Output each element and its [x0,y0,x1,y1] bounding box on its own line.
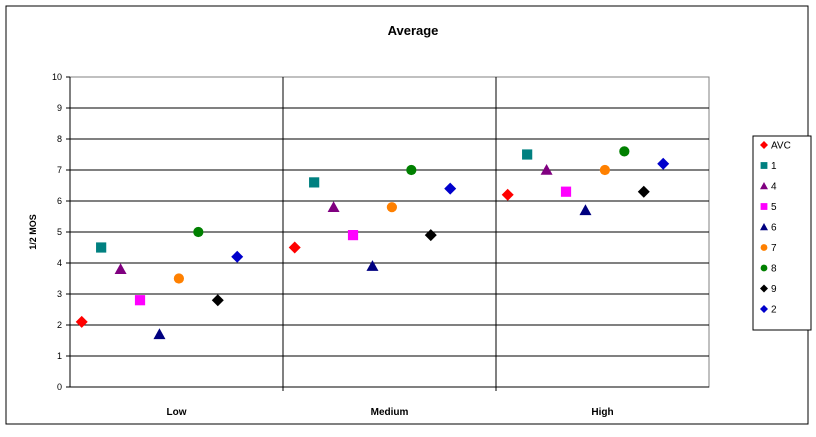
legend-marker [760,305,768,313]
legend-marker [760,223,768,231]
data-point [75,315,88,328]
y-tick-label: 8 [57,134,62,144]
data-point [366,260,379,271]
y-tick-label: 5 [57,227,62,237]
legend-marker [760,162,768,169]
data-point [579,204,592,216]
y-tick-label: 4 [57,258,62,268]
data-point [540,164,553,175]
data-point [522,149,533,160]
data-point [231,250,244,263]
data-point [657,157,670,170]
x-category-label: High [591,407,613,418]
y-tick-labels: 0 1 2 3 4 5 6 7 8 9 10 [52,72,62,392]
data-point [327,201,340,212]
data-point [619,146,630,157]
legend-label: 6 [771,223,777,234]
legend-marker [760,244,768,251]
legend-marker [760,284,768,293]
data-point [96,242,107,253]
data-point [288,241,301,254]
y-tick-label: 0 [57,382,62,392]
x-category-labels: Low Medium High [167,407,614,418]
x-category-label: Low [167,407,187,418]
data-point [424,229,437,242]
data-point [599,164,610,176]
legend-label: 1 [771,161,777,172]
data-point [193,226,204,238]
y-tick-label: 9 [57,103,62,113]
data-point [501,188,514,201]
y-tick-label: 2 [57,320,62,330]
y-tick-label: 10 [52,72,62,82]
y-tick-label: 1 [57,351,62,361]
data-point [211,294,224,307]
data-point [309,177,320,188]
y-axis-label: 1/2 MOS [28,214,38,250]
data-point [153,328,166,340]
data-point [173,273,184,284]
data-point [560,186,572,197]
data-point [444,182,457,195]
data-point [114,263,127,274]
legend-marker [760,264,768,272]
legend: AVC 1 4 5 6 7 8 9 2 [760,141,791,316]
chart-title: Average [388,23,439,38]
y-tick-label: 7 [57,165,62,175]
legend-label: 9 [771,284,777,295]
legend-label: 5 [771,202,777,213]
legend-label: 2 [771,305,777,316]
legend-label: 8 [771,264,777,275]
legend-label: 4 [771,182,777,193]
y-tick-label: 3 [57,289,62,299]
x-category-label: Medium [371,407,409,418]
data-point [134,295,146,306]
legend-label: 7 [771,243,777,254]
data-point [386,202,397,213]
legend-marker [760,203,768,210]
legend-marker [760,141,768,149]
data-point [406,164,417,176]
data-points [75,146,670,340]
y-tick-label: 6 [57,196,62,206]
legend-label: AVC [771,141,791,152]
gridlines [66,76,709,391]
data-point [347,230,359,241]
legend-marker [760,182,768,190]
data-point [637,185,650,198]
